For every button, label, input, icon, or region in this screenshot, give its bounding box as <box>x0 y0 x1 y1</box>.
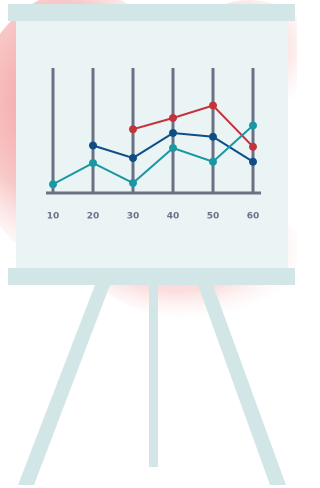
data-point <box>249 143 257 151</box>
data-point <box>209 133 217 141</box>
data-point <box>209 102 217 110</box>
page: {"chart_data": {"type": "line", "x": [10… <box>0 0 297 488</box>
board <box>16 18 288 270</box>
x-tick-label: 40 <box>167 212 180 222</box>
easel-legs <box>18 285 286 485</box>
x-tick-label: 60 <box>247 212 260 222</box>
data-point <box>89 159 97 167</box>
board-top-bar <box>8 4 295 21</box>
data-point <box>209 158 217 166</box>
data-point <box>129 179 137 187</box>
data-point <box>249 122 257 130</box>
data-point <box>89 142 97 150</box>
data-point <box>249 158 257 166</box>
data-point <box>169 129 177 137</box>
board-bottom-bar <box>8 268 295 285</box>
x-tick-label: 20 <box>87 212 100 222</box>
x-tick-label: 50 <box>207 212 220 222</box>
data-point <box>129 125 137 133</box>
easel-illustration: 10 20 30 40 50 60 <box>0 0 297 488</box>
data-point <box>129 154 137 162</box>
x-tick-label: 30 <box>127 212 140 222</box>
x-tick-label: 10 <box>47 212 60 222</box>
data-point <box>49 180 57 188</box>
data-point <box>169 114 177 122</box>
data-point <box>169 144 177 152</box>
